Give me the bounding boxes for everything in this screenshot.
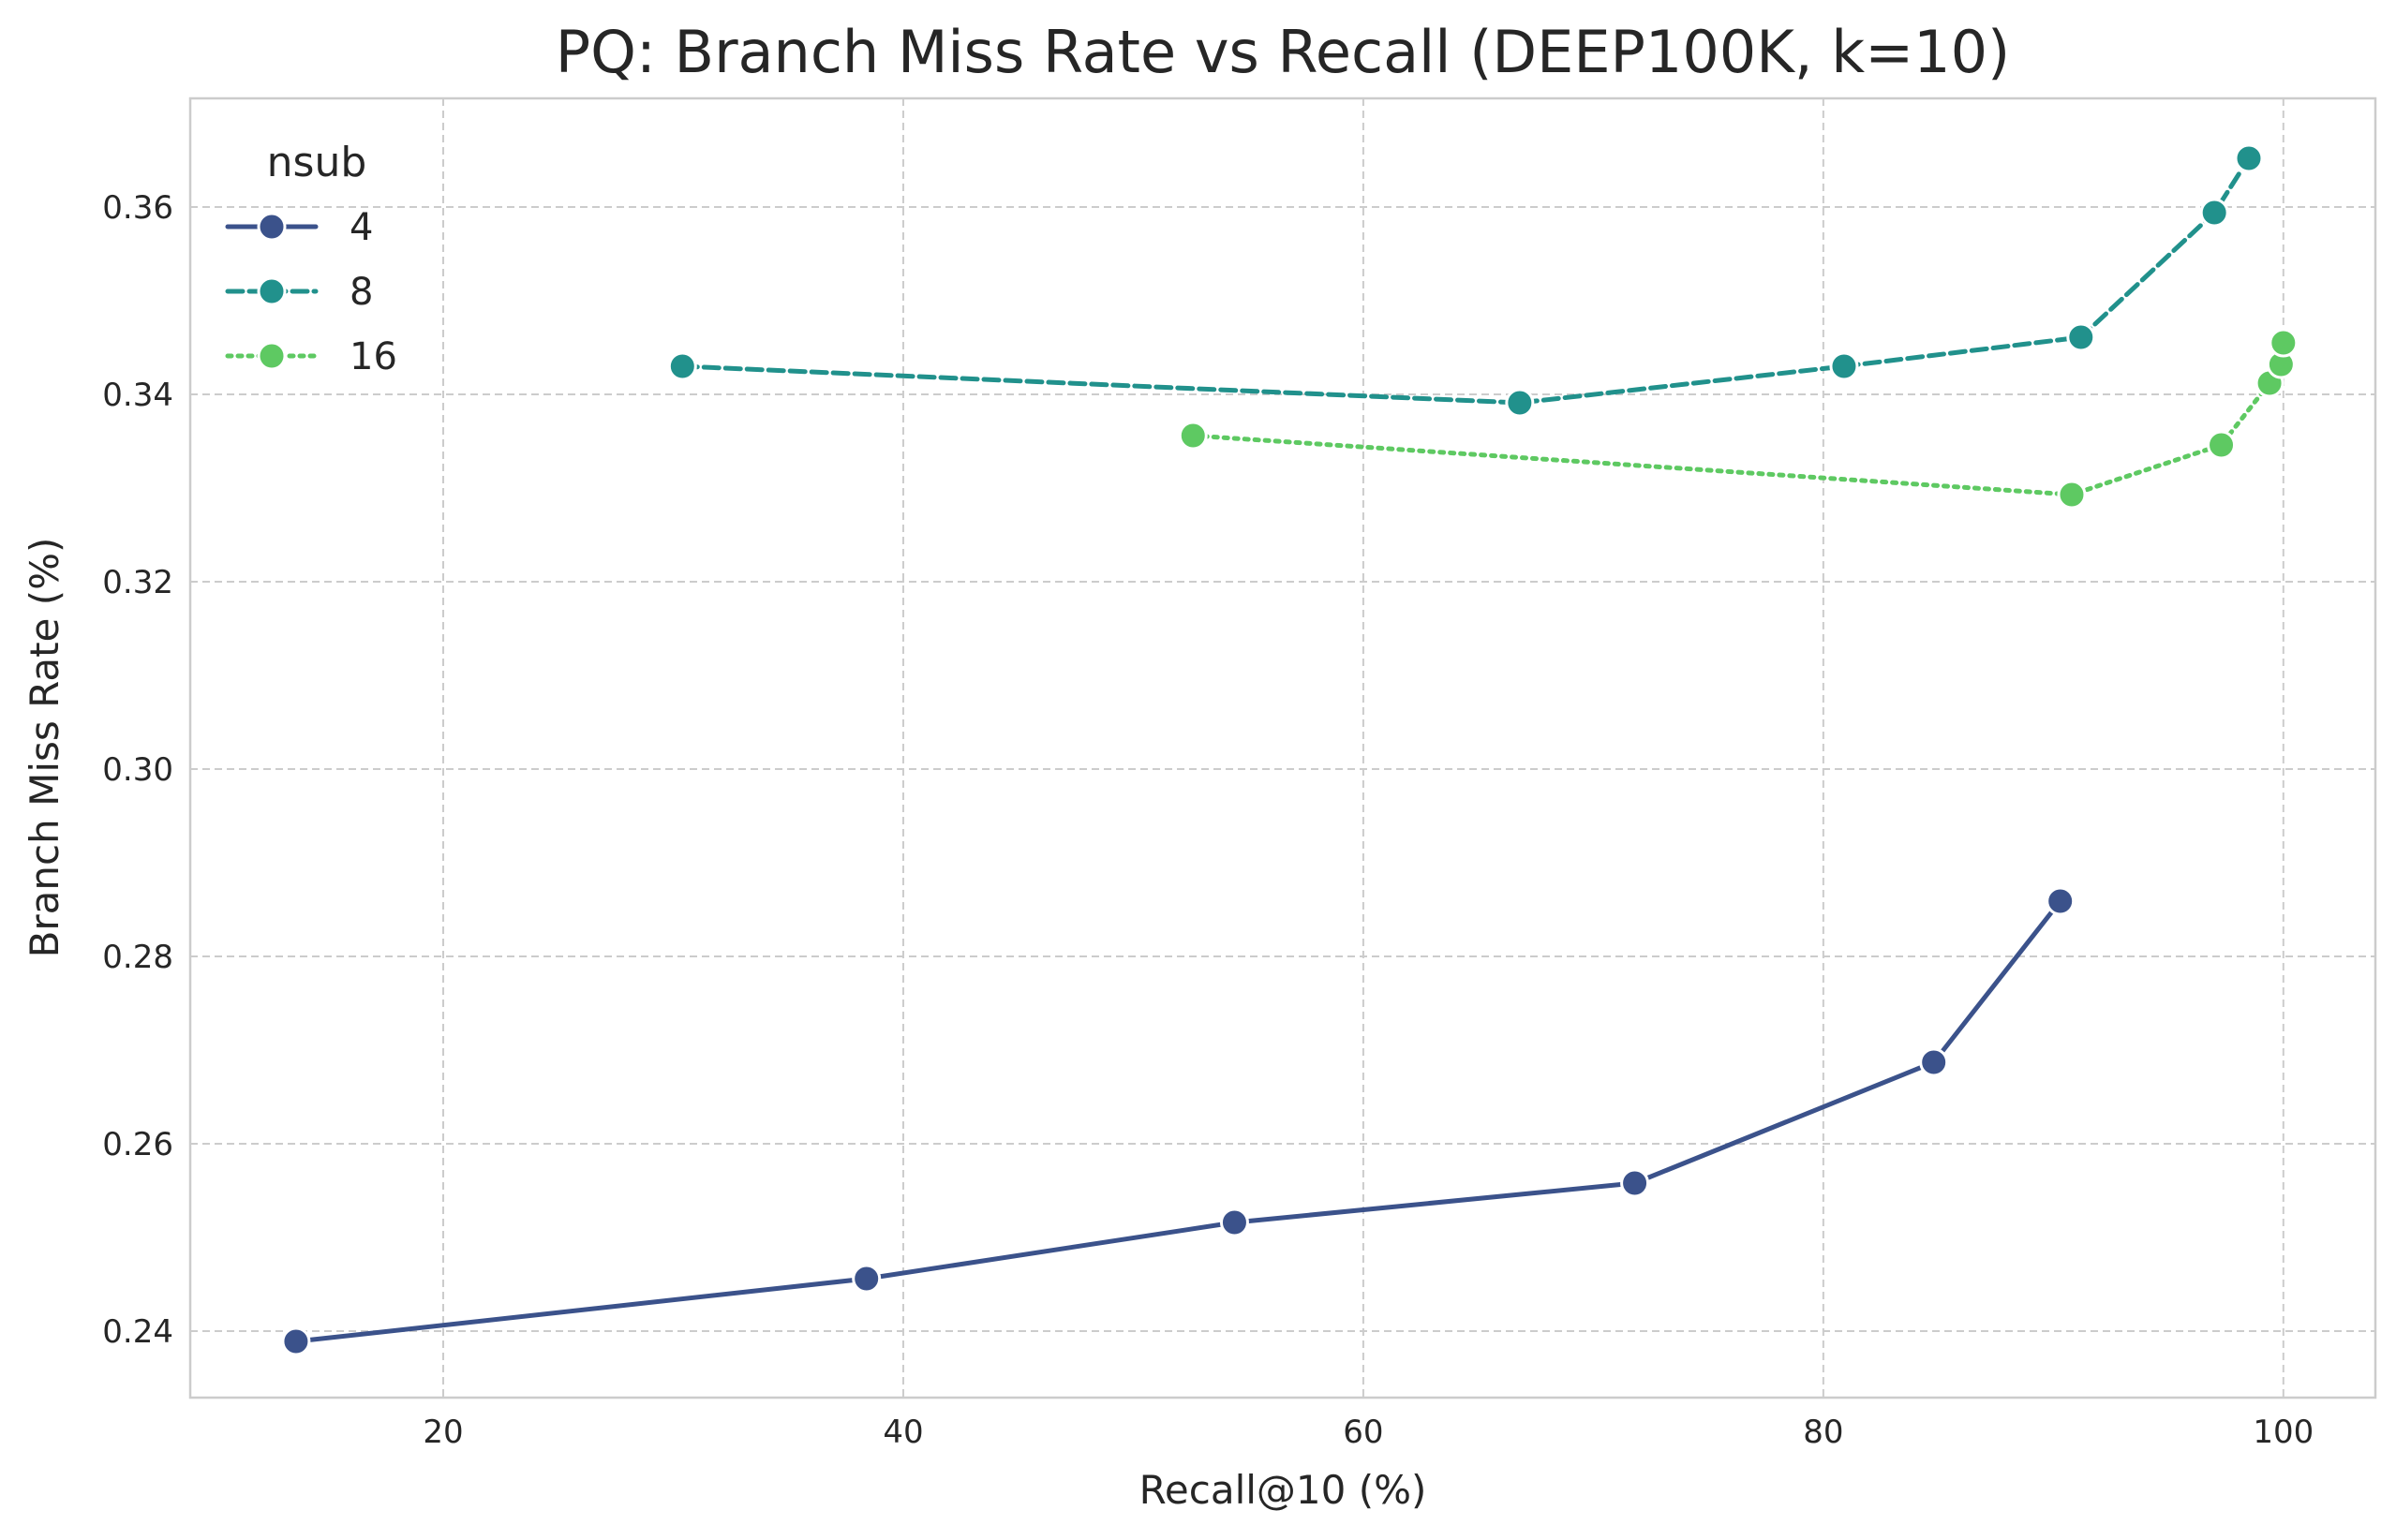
grid (190, 98, 2375, 1398)
data-point-8 (2199, 198, 2229, 228)
data-point-8 (667, 351, 697, 381)
plot-background (190, 98, 2375, 1398)
legend-label-4: 4 (350, 206, 373, 249)
y-tick-label: 0.34 (102, 377, 173, 414)
series-layer (281, 143, 2299, 1356)
series-4 (281, 886, 2076, 1356)
y-tick-label: 0.24 (102, 1313, 173, 1351)
y-tick-label: 0.36 (102, 189, 173, 227)
x-tick-label: 80 (1803, 1414, 1843, 1451)
legend-item-16: 16 (225, 335, 397, 378)
y-tick-label: 0.30 (102, 751, 173, 789)
data-point-4 (1919, 1047, 1949, 1077)
series-16 (1178, 328, 2299, 510)
x-tick-label: 60 (1343, 1414, 1383, 1451)
legend-item-8: 8 (225, 271, 373, 314)
plot-frame (188, 96, 2377, 1399)
x-tick-label: 40 (883, 1414, 923, 1451)
legend-item-4: 4 (225, 206, 373, 249)
x-tick-label: 20 (423, 1414, 463, 1451)
series-8 (667, 143, 2264, 418)
data-point-8 (2234, 143, 2264, 173)
data-point-4 (1620, 1168, 1650, 1198)
x-tick-label: 100 (2253, 1414, 2314, 1451)
data-point-16 (2057, 480, 2087, 510)
legend-marker-16 (257, 341, 287, 371)
ticks: 20 40 60 80 100 0.24 0.26 0.28 0.30 0.32 0.34 0.36 (102, 189, 2314, 1451)
legend-marker-8 (257, 276, 287, 306)
data-point-16 (2269, 328, 2299, 358)
legend-marker-4 (257, 212, 287, 242)
legend-label-8: 8 (350, 271, 373, 314)
legend: nsub 4 8 16 (225, 139, 397, 378)
data-point-16 (1178, 421, 1208, 451)
y-tick-label: 0.32 (102, 564, 173, 601)
y-axis-label: Branch Miss Rate (%) (22, 538, 67, 958)
y-tick-label: 0.26 (102, 1126, 173, 1163)
y-tick-label: 0.28 (102, 939, 173, 976)
x-axis-label: Recall@10 (%) (1139, 1467, 1427, 1513)
data-point-8 (1505, 388, 1535, 418)
data-point-4 (1219, 1207, 1249, 1237)
data-point-4 (2046, 886, 2076, 916)
legend-title: nsub (267, 139, 367, 186)
data-point-4 (852, 1264, 882, 1294)
series-line-4 (293, 898, 2063, 1344)
legend-items: 4 8 16 (225, 206, 397, 378)
data-point-8 (2066, 322, 2096, 352)
data-point-8 (1829, 351, 1859, 381)
legend-label-16: 16 (350, 335, 397, 378)
data-point-4 (281, 1326, 311, 1356)
chart-title: PQ: Branch Miss Rate vs Recall (DEEP100K… (556, 18, 2010, 86)
data-point-16 (2207, 430, 2237, 460)
